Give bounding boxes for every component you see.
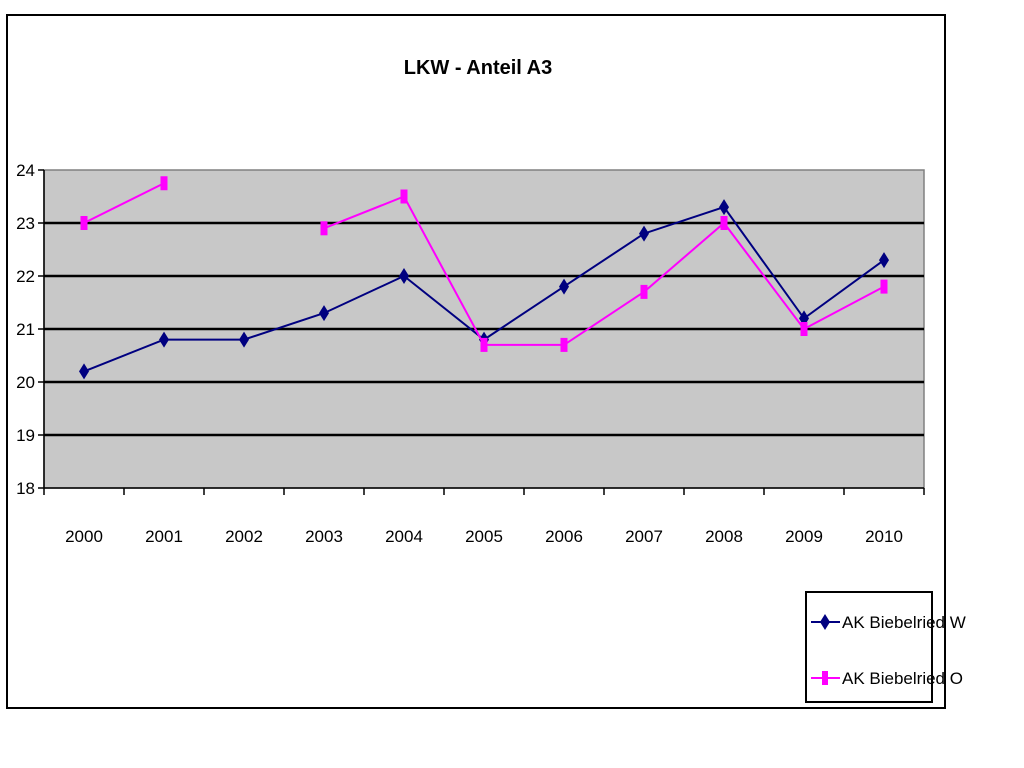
- data-point-marker: [399, 268, 409, 284]
- x-tick-label: 2005: [465, 527, 503, 546]
- legend-label-w: AK Biebelried W: [842, 613, 966, 632]
- legend-marker-w: [820, 614, 830, 630]
- x-tick-label: 2003: [305, 527, 343, 546]
- series-line-1: [323, 195, 885, 346]
- series-layer: [79, 176, 889, 380]
- data-point-marker: [559, 278, 569, 295]
- legend-label-o: AK Biebelried O: [842, 669, 963, 688]
- legend: AK Biebelried W AK Biebelried O: [805, 591, 966, 703]
- x-tick-label: 2009: [785, 527, 823, 546]
- data-point-marker: [480, 337, 488, 352]
- gridlines: [44, 221, 924, 437]
- data-point-marker: [560, 337, 568, 352]
- data-point-marker: [800, 322, 808, 336]
- x-tick-label: 2008: [705, 527, 743, 546]
- x-tick-label: 2001: [145, 527, 183, 546]
- data-point-marker: [160, 176, 168, 191]
- legend-marker-o: [822, 671, 828, 685]
- y-tick-label: 23: [16, 214, 35, 233]
- data-point-marker: [159, 331, 169, 348]
- data-point-marker: [720, 216, 728, 230]
- data-point-marker: [880, 279, 888, 294]
- data-point-marker: [320, 221, 328, 236]
- y-tick-label: 22: [16, 267, 35, 286]
- axes: 18 19 20 21 22 23 24 2000 2001 2002 2003 2004 2005 20…: [16, 161, 925, 546]
- y-tick-label: 21: [16, 320, 35, 339]
- data-point-marker: [79, 363, 89, 380]
- x-tick-label: 2002: [225, 527, 263, 546]
- data-point-marker: [400, 189, 408, 204]
- data-point-marker: [639, 225, 649, 242]
- y-tick-label: 19: [16, 426, 35, 445]
- y-tick-label: 18: [16, 479, 35, 498]
- data-point-marker: [879, 252, 889, 269]
- data-point-marker: [80, 216, 88, 230]
- x-tick-label: 2004: [385, 527, 423, 546]
- data-point-marker: [239, 331, 249, 348]
- data-point-marker: [640, 284, 648, 299]
- y-tick-label: 24: [16, 161, 35, 180]
- x-tick-label: 2007: [625, 527, 663, 546]
- data-point-marker: [719, 199, 729, 216]
- x-tick-label: 2010: [865, 527, 903, 546]
- x-tick-label: 2006: [545, 527, 583, 546]
- y-tick-label: 20: [16, 373, 35, 392]
- x-tick-label: 2000: [65, 527, 103, 546]
- series-line-1: [83, 182, 165, 224]
- chart-title: LKW - Anteil A3: [404, 57, 553, 79]
- data-point-marker: [319, 305, 329, 322]
